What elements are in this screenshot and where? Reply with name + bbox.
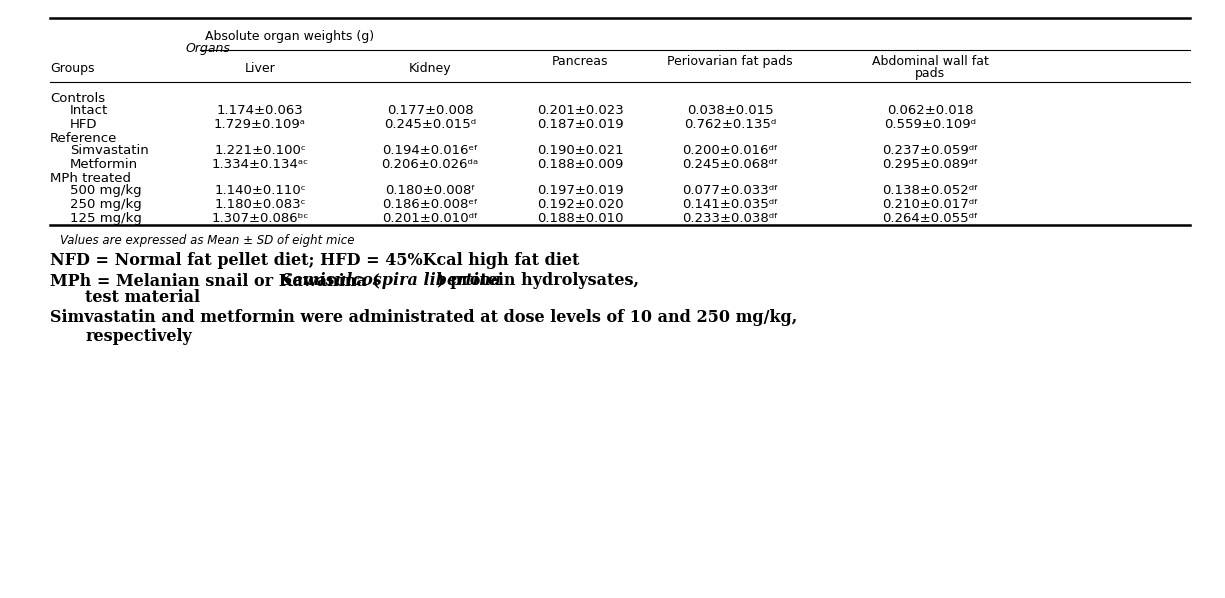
Text: Pancreas: Pancreas [551,55,609,68]
Text: test material: test material [85,289,200,306]
Text: MPh = Melanian snail or Kawanina (: MPh = Melanian snail or Kawanina ( [50,272,380,289]
Text: 0.245±0.015ᵈ: 0.245±0.015ᵈ [383,118,477,131]
Text: 125 mg/kg: 125 mg/kg [70,212,142,225]
Text: Organs: Organs [185,42,230,55]
Text: Simvastatin and metformin were administrated at dose levels of 10 and 250 mg/kg,: Simvastatin and metformin were administr… [50,309,797,326]
Text: 0.201±0.023: 0.201±0.023 [537,104,624,117]
Text: Groups: Groups [50,62,94,75]
Text: 0.200±0.016ᵈᶠ: 0.200±0.016ᵈᶠ [682,144,778,157]
Text: 1.180±0.083ᶜ: 1.180±0.083ᶜ [214,198,306,211]
Text: 0.245±0.068ᵈᶠ: 0.245±0.068ᵈᶠ [682,158,778,171]
Text: 0.188±0.010: 0.188±0.010 [537,212,624,225]
Text: 0.177±0.008: 0.177±0.008 [387,104,473,117]
Text: 0.194±0.016ᵉᶠ: 0.194±0.016ᵉᶠ [382,144,478,157]
Text: HFD: HFD [70,118,98,131]
Text: pads: pads [915,67,944,80]
Text: Metformin: Metformin [70,158,138,171]
Text: 0.038±0.015: 0.038±0.015 [687,104,773,117]
Text: 1.140±0.110ᶜ: 1.140±0.110ᶜ [214,184,306,197]
Text: 0.295±0.089ᵈᶠ: 0.295±0.089ᵈᶠ [882,158,978,171]
Text: ) protein hydrolysates,: ) protein hydrolysates, [437,272,639,289]
Text: Periovarian fat pads: Periovarian fat pads [668,55,793,68]
Text: 0.233±0.038ᵈᶠ: 0.233±0.038ᵈᶠ [682,212,778,225]
Text: 500 mg/kg: 500 mg/kg [70,184,142,197]
Text: Reference: Reference [50,132,118,145]
Text: 0.190±0.021: 0.190±0.021 [537,144,624,157]
Text: Abdominal wall fat: Abdominal wall fat [871,55,989,68]
Text: 0.180±0.008ᶠ: 0.180±0.008ᶠ [385,184,475,197]
Text: 0.138±0.052ᵈᶠ: 0.138±0.052ᵈᶠ [882,184,978,197]
Text: 250 mg/kg: 250 mg/kg [70,198,142,211]
Text: NFD = Normal fat pellet diet; HFD = 45%Kcal high fat diet: NFD = Normal fat pellet diet; HFD = 45%K… [50,252,579,269]
Text: MPh treated: MPh treated [50,172,131,185]
Text: 0.206±0.026ᵈᵃ: 0.206±0.026ᵈᵃ [381,158,479,171]
Text: 0.201±0.010ᵈᶠ: 0.201±0.010ᵈᶠ [382,212,478,225]
Text: Controls: Controls [50,92,105,105]
Text: 0.187±0.019: 0.187±0.019 [537,118,624,131]
Text: 0.237±0.059ᵈᶠ: 0.237±0.059ᵈᶠ [882,144,978,157]
Text: 1.334±0.134ᵃᶜ: 1.334±0.134ᵃᶜ [212,158,309,171]
Text: 1.221±0.100ᶜ: 1.221±0.100ᶜ [214,144,306,157]
Text: Values are expressed as Mean ± SD of eight mice: Values are expressed as Mean ± SD of eig… [60,234,354,247]
Text: 0.762±0.135ᵈ: 0.762±0.135ᵈ [684,118,777,131]
Text: 1.174±0.063: 1.174±0.063 [217,104,304,117]
Text: Semisulcospira libertina: Semisulcospira libertina [282,272,501,289]
Text: Liver: Liver [245,62,276,75]
Text: Kidney: Kidney [409,62,451,75]
Text: Simvastatin: Simvastatin [70,144,148,157]
Text: 0.192±0.020: 0.192±0.020 [537,198,624,211]
Text: 1.729±0.109ᵃ: 1.729±0.109ᵃ [214,118,306,131]
Text: 0.188±0.009: 0.188±0.009 [537,158,624,171]
Text: Intact: Intact [70,104,108,117]
Text: 0.186±0.008ᵉᶠ: 0.186±0.008ᵉᶠ [382,198,478,211]
Text: 0.559±0.109ᵈ: 0.559±0.109ᵈ [884,118,976,131]
Text: 0.210±0.017ᵈᶠ: 0.210±0.017ᵈᶠ [882,198,978,211]
Text: 0.264±0.055ᵈᶠ: 0.264±0.055ᵈᶠ [882,212,978,225]
Text: 0.077±0.033ᵈᶠ: 0.077±0.033ᵈᶠ [682,184,778,197]
Text: 0.197±0.019: 0.197±0.019 [537,184,624,197]
Text: 1.307±0.086ᵇᶜ: 1.307±0.086ᵇᶜ [212,212,309,225]
Text: 0.141±0.035ᵈᶠ: 0.141±0.035ᵈᶠ [682,198,778,211]
Text: respectively: respectively [85,328,192,345]
Text: Absolute organ weights (g): Absolute organ weights (g) [205,30,374,43]
Text: 0.062±0.018: 0.062±0.018 [887,104,973,117]
